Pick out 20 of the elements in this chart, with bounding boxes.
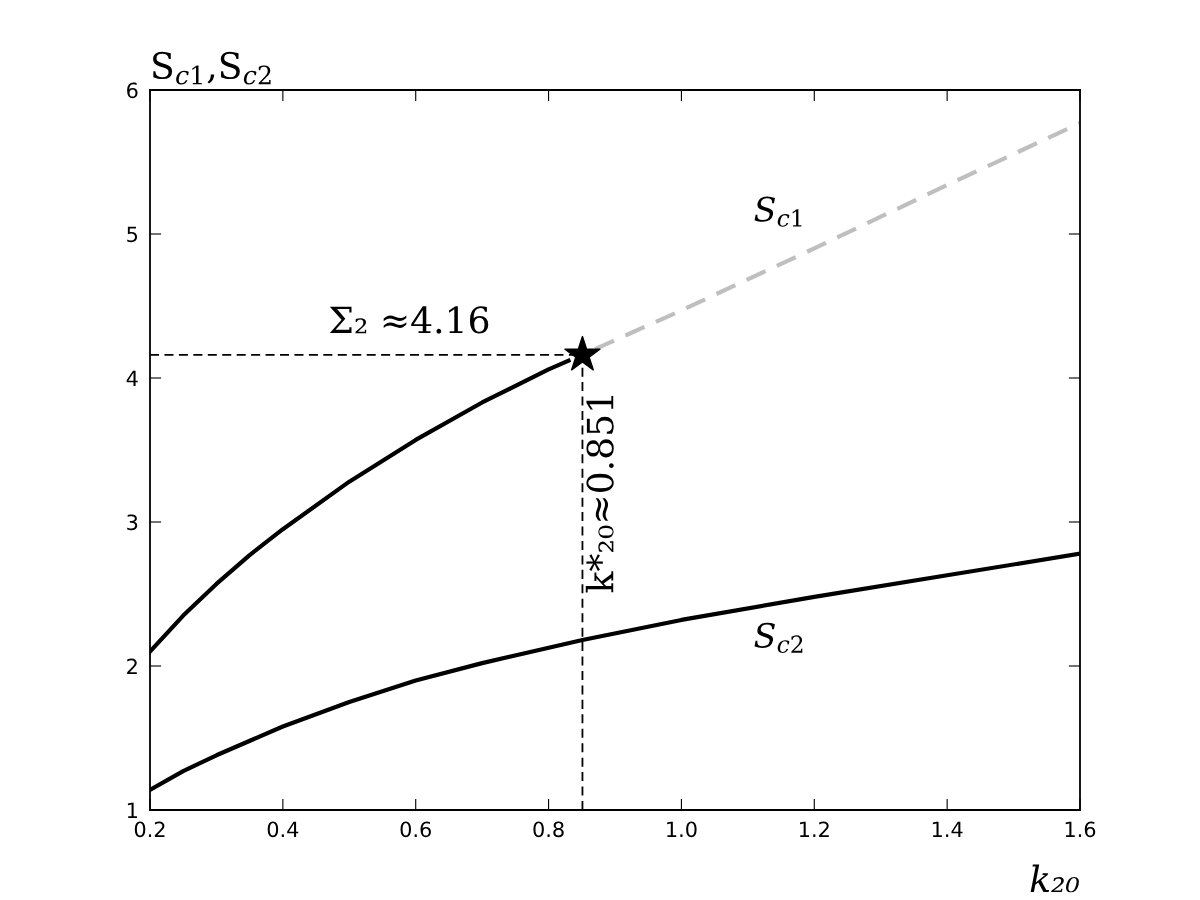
ref-line-label: Σ₂ ≈4.16 (329, 306, 489, 334)
x-tick-label: 0.8 (533, 821, 564, 838)
series-label: S$_{c2}$ (754, 622, 803, 654)
x-tick-label: 0.4 (267, 821, 299, 838)
x-tick-label: 1.0 (667, 821, 697, 838)
x-tick-label: 1.2 (800, 821, 829, 837)
y-tick-label: 1 (127, 802, 137, 818)
y-tick-label: 4 (126, 370, 138, 386)
y-tick-label: 2 (127, 658, 137, 674)
x-tick-label: 1.6 (1065, 821, 1096, 838)
annotation: S$_{c1}$ (754, 196, 802, 227)
x-tick-label: 0.2 (134, 821, 165, 838)
x-tick-label: 1.4 (932, 821, 963, 837)
y-tick-label: 6 (127, 82, 138, 99)
y-axis-title: S$_{c1}$,S$_{c2}$ (153, 51, 271, 85)
y-tick-label: 3 (127, 514, 138, 531)
y-tick-label: 5 (127, 226, 138, 243)
ref-line-label: k*₂₀≈0.851 (585, 396, 614, 593)
x-tick-label: 0.6 (400, 821, 431, 838)
x-axis-title: k₂₀ (1030, 864, 1080, 893)
